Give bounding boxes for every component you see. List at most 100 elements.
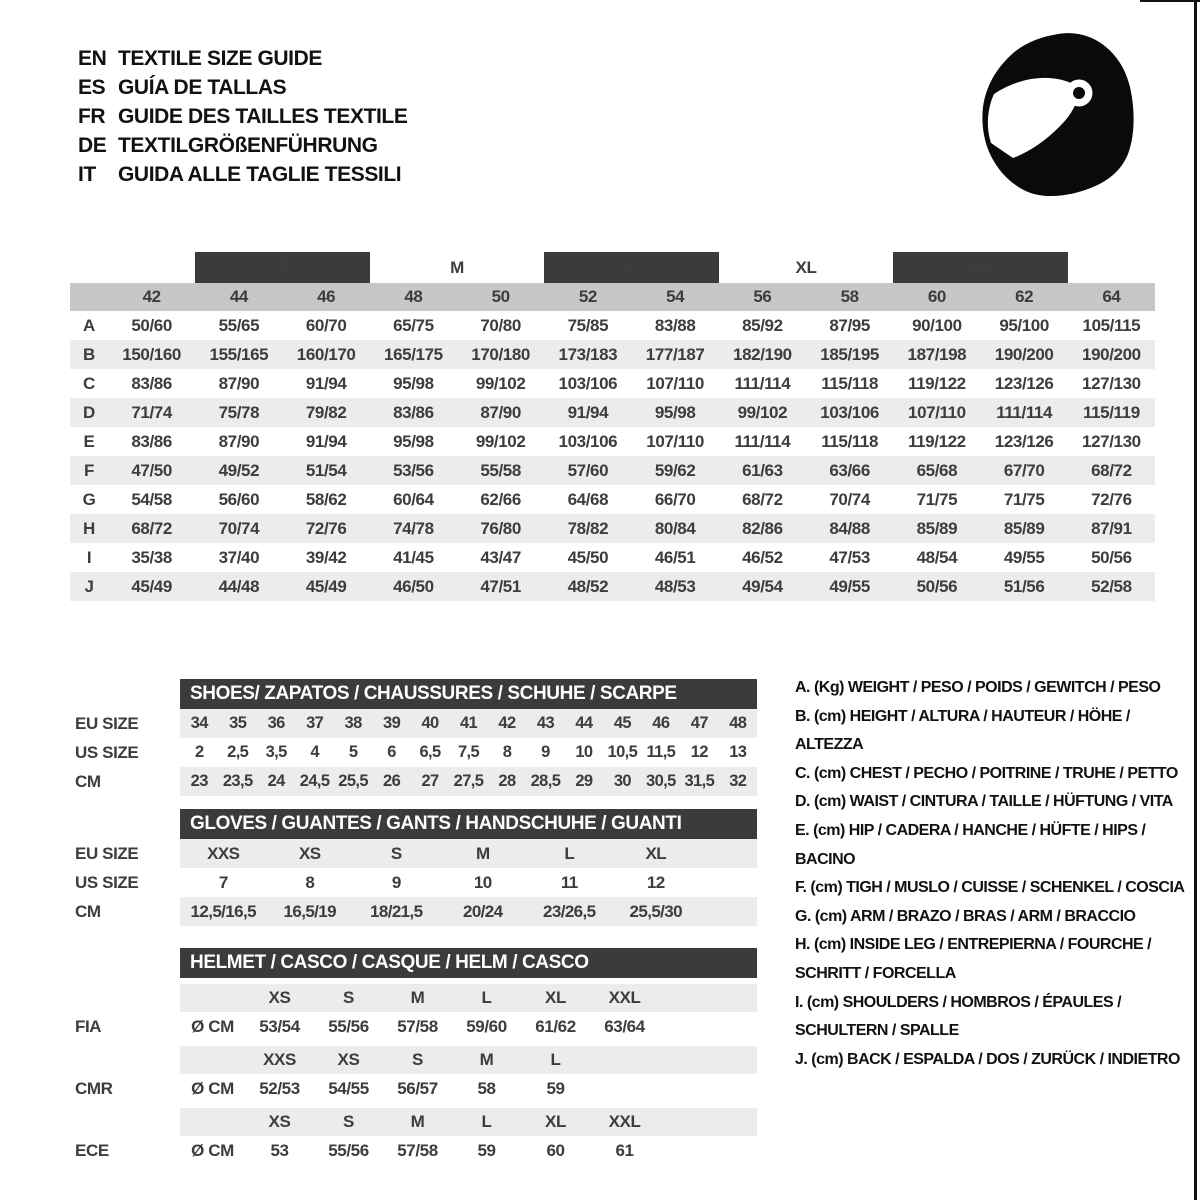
- measurement-value: 35/38: [131, 547, 172, 567]
- shoe-size-value: 27,5: [453, 772, 484, 790]
- measurement-value: 177/187: [645, 344, 705, 364]
- row-values: 23 23,5 24 24,5 25,5 26 27 27,5 28 28,5 29 30 30,5 31…: [180, 767, 757, 796]
- shoe-size-value: 47: [690, 714, 709, 732]
- shoe-size-value: 29: [575, 772, 593, 790]
- shoe-size-value: 5: [348, 743, 358, 761]
- measurement-value: 60/70: [305, 315, 347, 335]
- measurement-value: 48/53: [654, 576, 696, 596]
- shoe-size-value: 12: [690, 743, 709, 761]
- size-group-label: XXL: [893, 252, 1068, 283]
- measurement-value: 83/86: [131, 373, 172, 393]
- size-number-header-row: 42 44 46 48 50 52 54 56 58 60 62 64: [70, 283, 1155, 311]
- measurement-value: 65/75: [393, 315, 434, 335]
- shoe-size-value: 26: [383, 772, 401, 790]
- measurement-legend: A. (Kg) WEIGHT / PESO / POIDS / GEWITCH …: [795, 674, 1199, 1074]
- spacer-cell: [70, 252, 108, 283]
- shoe-size-value: 8: [502, 743, 512, 761]
- measurement-value: 71/75: [1003, 489, 1045, 509]
- measurement-value: 111/114: [734, 373, 791, 393]
- shoe-size-value: 42: [498, 714, 516, 732]
- helmet-value-row: ECE Ø CM 53 55/56 57/58 59 60 61: [75, 1136, 757, 1166]
- glove-size-value: 20/24: [462, 901, 503, 921]
- measurement-value: 61/63: [742, 460, 783, 480]
- helmet-size-label: XXL: [608, 1112, 641, 1131]
- helmet-size-value: 55/56: [328, 1141, 369, 1160]
- shoe-size-value: 2,5: [227, 743, 249, 761]
- measurement-value: 46/51: [654, 547, 696, 567]
- helmet-size-label: S: [412, 1050, 423, 1069]
- title-row: IT GUIDA ALLE TAGLIE TESSILI: [78, 160, 407, 189]
- helmet-size-label: L: [550, 1050, 561, 1069]
- measurement-value: 70/80: [480, 315, 521, 335]
- helmet-size-value: 57/58: [397, 1141, 438, 1160]
- helmet-rows: XS S M L XL XXL FIA Ø CM 53/54 55/56 57/58 59/60 61/…: [75, 984, 757, 1166]
- measurement-letter: D: [83, 402, 95, 422]
- helmet-size-label: S: [343, 988, 354, 1007]
- measurement-value: 83/86: [131, 431, 172, 451]
- measurement-value: 68/72: [742, 489, 783, 509]
- measurement-value: 103/106: [558, 373, 618, 393]
- measurement-value: 173/183: [558, 344, 618, 364]
- glove-size-value: S: [390, 843, 402, 863]
- helmet-size-header-row: XXS XS S M L: [75, 1046, 757, 1074]
- shoe-size-value: 32: [729, 772, 747, 790]
- shoe-size-value: 41: [459, 714, 478, 732]
- measurement-value: 115/118: [821, 431, 879, 451]
- helmet-size-value: 55/56: [328, 1017, 369, 1036]
- measurement-letter: F: [84, 460, 94, 480]
- row-values: 12,5/16,5 16,5/19 18/21,5 20/24 23/26,5 25,5/…: [180, 897, 757, 926]
- measurement-letter: E: [83, 431, 95, 451]
- glove-size-value: XL: [645, 843, 667, 863]
- helmet-size-label: M: [479, 1050, 494, 1069]
- measurement-value: 123/126: [994, 431, 1054, 451]
- measurement-row: F 47/50 49/52 51/54 53/56 55/58 57/60 59/62 61/6…: [70, 456, 1155, 485]
- helmet-size-label: M: [410, 1112, 425, 1131]
- measurement-value: 58/62: [305, 489, 347, 509]
- shoe-size-value: 28: [498, 772, 516, 790]
- measurement-value: 75/85: [567, 315, 609, 335]
- size-group-label: L: [544, 252, 719, 283]
- shoe-size-value: 24,5: [299, 772, 330, 790]
- helmet-size-label: XS: [337, 1050, 360, 1069]
- row-label-spacer: [75, 984, 180, 1012]
- measurement-value: 165/175: [384, 344, 443, 364]
- measurement-value: 127/130: [1082, 373, 1141, 393]
- glove-size-value: 7: [218, 872, 228, 892]
- measurement-value: 50/60: [131, 315, 172, 335]
- size-row: EU SIZE 34 35 36 37 38 39 40 41 42 43 44 45 46 47 48: [75, 709, 757, 738]
- measurement-value: 95/98: [654, 402, 696, 422]
- size-column-header: 42: [108, 283, 196, 311]
- helmet-size-label: XS: [268, 988, 291, 1007]
- measurement-value: 47/50: [131, 460, 172, 480]
- size-row: US SIZE 7 8 9 10 11 12: [75, 868, 757, 897]
- language-code: ES: [78, 75, 106, 99]
- legend-item: E. (cm) HIP / CADERA / HANCHE / HÜFTE / …: [795, 821, 1146, 868]
- glove-size-value: 25,5/30: [629, 901, 683, 921]
- measurement-value: 160/170: [296, 344, 356, 364]
- helmet-sizes: XXS XS S M L: [180, 1046, 757, 1074]
- shoe-size-value: 3,5: [265, 743, 288, 761]
- shoe-size-value: 31,5: [684, 772, 715, 790]
- size-column-header: 58: [806, 283, 894, 311]
- size-column-header: 50: [457, 283, 545, 311]
- shoe-size-value: 30,5: [646, 772, 676, 790]
- helmet-size-value: 54/55: [328, 1079, 369, 1098]
- shoe-size-value: 38: [344, 714, 363, 732]
- row-values: 7 8 9 10 11 12: [180, 868, 757, 897]
- measurement-letter: C: [83, 373, 95, 393]
- shoe-size-value: 6: [387, 743, 396, 761]
- size-row: EU SIZE XXS XS S M L XL: [75, 839, 757, 868]
- size-column-header: 46: [282, 283, 370, 311]
- measurement-letter: J: [84, 576, 94, 596]
- measurement-value: 49/52: [218, 460, 260, 480]
- shoes-rows: EU SIZE 34 35 36 37 38 39 40 41 42 43 44 45 46 47 48 US …: [75, 709, 757, 796]
- measurement-value: 47/51: [480, 576, 521, 596]
- helmet-values: Ø CM 53/54 55/56 57/58 59/60 61/62 63/64: [180, 1012, 757, 1042]
- spacer-cell: [1068, 252, 1155, 283]
- shoe-size-value: 13: [729, 743, 747, 761]
- helmet-size-value: 52/53: [259, 1079, 300, 1098]
- gloves-table: GLOVES / GUANTES / GANTS / HANDSCHUHE / …: [75, 809, 757, 926]
- shoes-table: SHOES/ ZAPATOS / CHAUSSURES / SCHUHE / S…: [75, 679, 757, 796]
- measurement-value: 74/78: [393, 518, 434, 538]
- visor-pivot-inner: [1073, 87, 1085, 99]
